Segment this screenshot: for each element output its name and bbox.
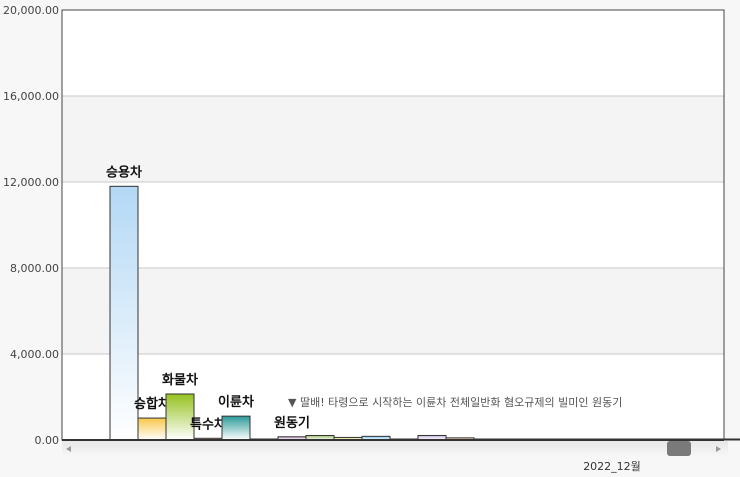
bar-label: 승용차 bbox=[106, 164, 142, 180]
plot-area bbox=[62, 10, 724, 440]
scroll-left-icon[interactable] bbox=[66, 446, 71, 452]
bar[interactable] bbox=[137, 417, 167, 441]
annotation: ▼ 딸배! 타령으로 시작하는 이륜차 전체일반화 혐오규제의 빌미인 원동기 bbox=[288, 395, 622, 409]
y-tick-label: 12,000.00 bbox=[3, 176, 59, 189]
y-tick-label: 4,000.00 bbox=[10, 348, 59, 361]
y-tick-label: 0.00 bbox=[35, 434, 60, 447]
grid-band bbox=[62, 268, 724, 354]
y-tick-label: 8,000.00 bbox=[10, 262, 59, 275]
scroll-right-icon[interactable] bbox=[716, 446, 721, 452]
y-tick-label: 16,000.00 bbox=[3, 90, 59, 103]
bar[interactable] bbox=[725, 438, 740, 441]
grid-band bbox=[62, 96, 724, 182]
bar-label: 화물차 bbox=[162, 372, 198, 388]
bar-label: 원동기 bbox=[274, 416, 310, 431]
bar-label: 특수차 bbox=[190, 416, 226, 432]
scrollbar[interactable] bbox=[62, 441, 728, 457]
bar[interactable] bbox=[221, 415, 251, 441]
scrollbar-thumb[interactable] bbox=[667, 441, 691, 456]
y-tick-label: 20,000.00 bbox=[3, 4, 59, 17]
bar-label: 이륜차 bbox=[218, 394, 254, 410]
bar[interactable] bbox=[109, 185, 139, 441]
x-axis-label: 2022_12월 bbox=[583, 460, 641, 473]
bar-label: 승합차 bbox=[134, 396, 170, 412]
